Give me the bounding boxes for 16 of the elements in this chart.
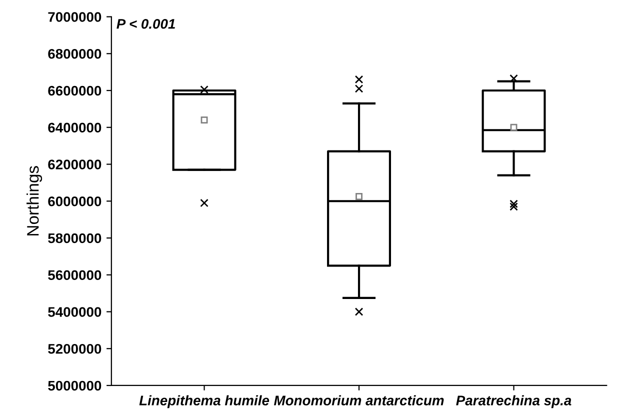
y-tick-label: 5800000 xyxy=(48,233,102,244)
y-tick-label: 6800000 xyxy=(48,48,102,59)
y-axis-title: Northings xyxy=(26,166,42,236)
y-tick-label: 6600000 xyxy=(48,86,102,96)
x-tick-label: Monomorium antarcticum xyxy=(274,395,444,406)
x-tick-label: Paratrechina sp.a xyxy=(456,395,572,408)
y-tick-label: 5600000 xyxy=(48,270,102,280)
annotation: P < 0.001 xyxy=(116,18,175,29)
y-tick-label: 6400000 xyxy=(48,122,102,133)
y-tick-label: 6200000 xyxy=(48,160,102,170)
y-tick-label: 7000000 xyxy=(48,12,102,22)
y-tick-label: 5400000 xyxy=(48,307,102,317)
y-tick-label: 5200000 xyxy=(48,344,102,354)
y-tick-label: 5000000 xyxy=(48,380,102,391)
y-tick-label: 6000000 xyxy=(48,196,102,206)
x-tick-label: Linepithema humile xyxy=(139,395,270,408)
